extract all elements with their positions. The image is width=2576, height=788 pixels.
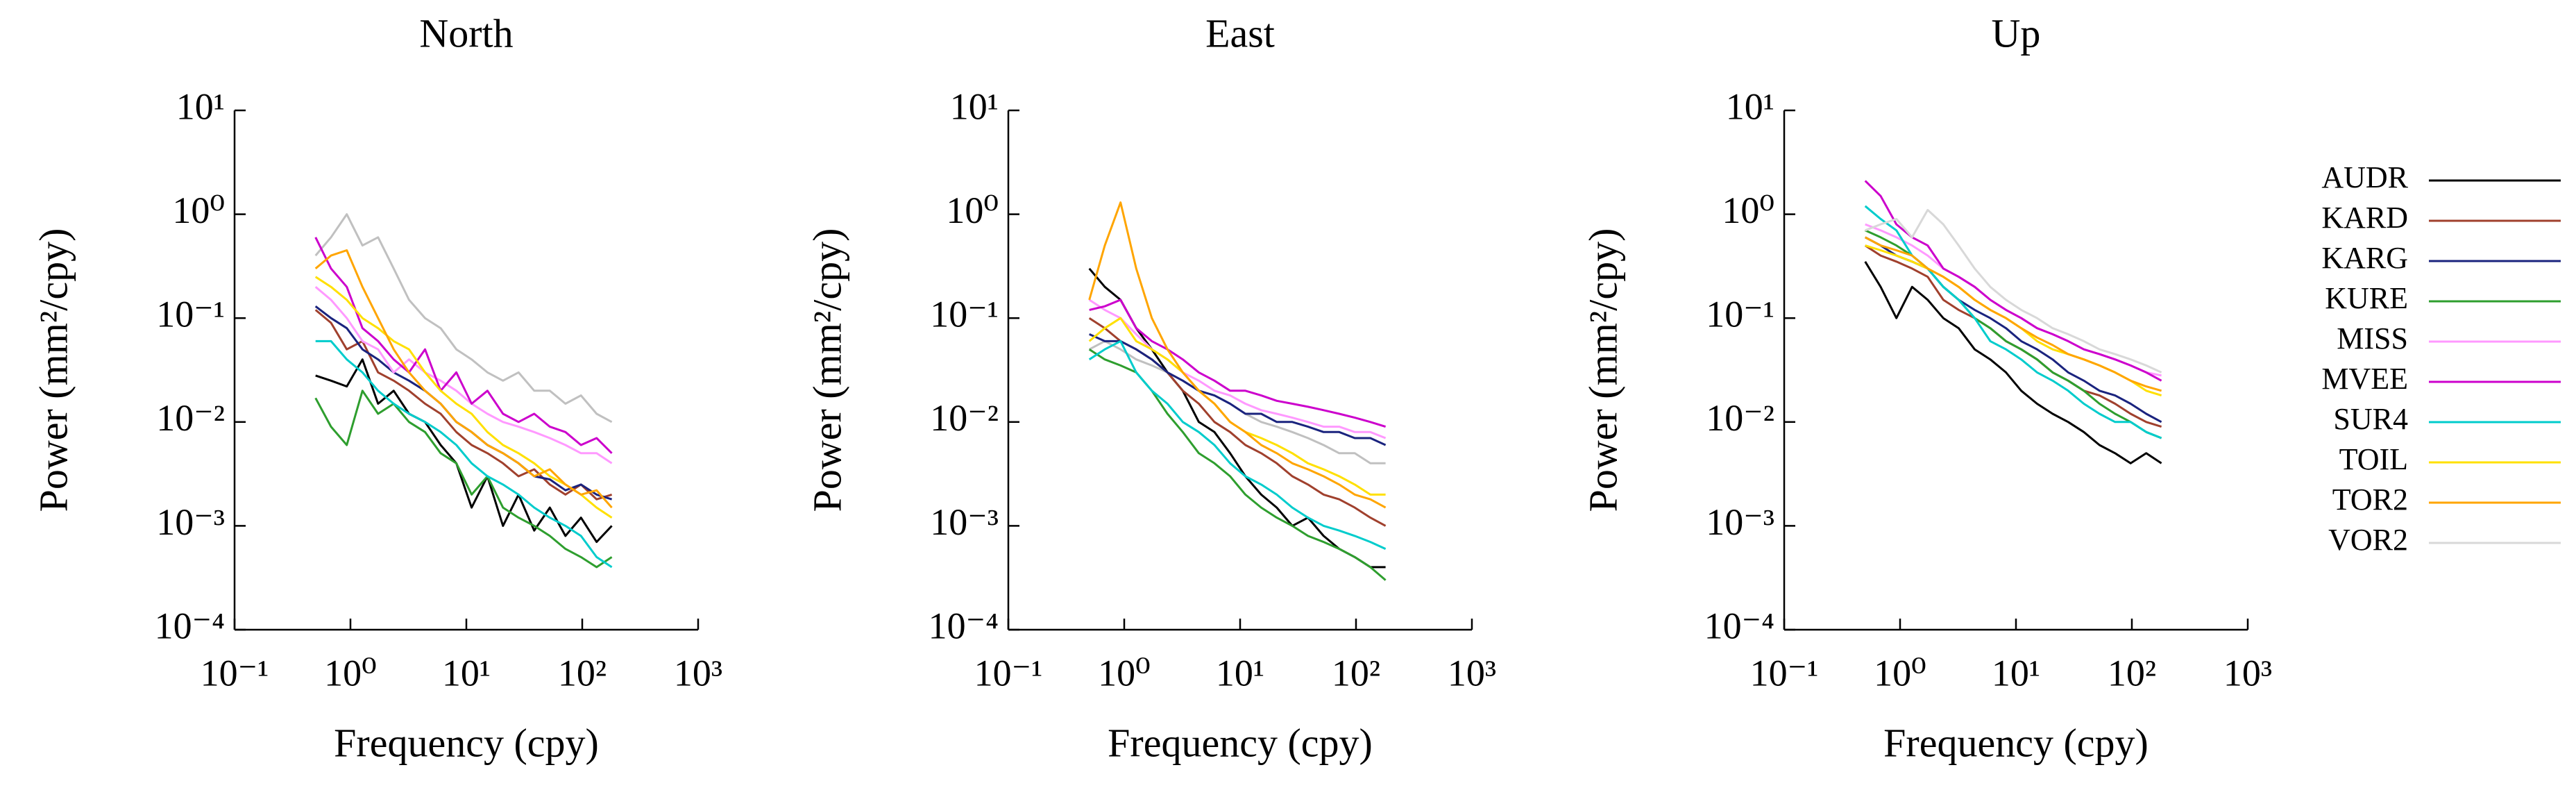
legend-label: AUDR (2321, 160, 2408, 194)
legend-label: TOIL (2339, 442, 2408, 476)
x-tick-label: 10⁻¹ (1750, 652, 1819, 694)
x-tick-label: 10² (2108, 652, 2156, 694)
x-axis-label: Frequency (cpy) (1108, 720, 1373, 765)
y-tick-label: 10⁰ (946, 190, 999, 231)
series-line (1864, 180, 2162, 382)
x-tick-label: 10⁻¹ (201, 652, 269, 694)
y-tick-label: 10⁻² (156, 397, 225, 439)
x-tick-label: 10³ (2223, 652, 2272, 694)
x-tick-label: 10³ (674, 652, 722, 694)
x-tick-label: 10² (1332, 652, 1380, 694)
x-tick-label: 10³ (1448, 652, 1496, 694)
series-line (1865, 223, 2162, 377)
x-tick-label: 10⁰ (1874, 652, 1926, 694)
y-tick-label: 10⁻¹ (1706, 294, 1774, 335)
y-tick-label: 10⁻¹ (156, 294, 225, 335)
legend-label: KURE (2325, 281, 2408, 315)
legend-label: SUR4 (2333, 402, 2408, 436)
chart-title: North (419, 10, 513, 56)
chart-title: East (1205, 10, 1275, 56)
series-line (314, 237, 613, 454)
series-line (1088, 339, 1386, 464)
x-axis-label: Frequency (cpy) (334, 720, 599, 765)
y-tick-label: 10¹ (1726, 85, 1774, 127)
series-line (314, 389, 613, 569)
y-tick-label: 10⁻² (1706, 397, 1774, 439)
y-tick-label: 10⁰ (1722, 190, 1774, 231)
y-tick-label: 10⁻¹ (930, 294, 999, 335)
series-line (314, 249, 613, 509)
y-tick-label: 10⁻⁴ (155, 605, 225, 646)
y-tick-label: 10⁻⁴ (1704, 605, 1774, 646)
y-axis-label: Power (mm²/cpy) (1580, 228, 1625, 512)
series-line (1088, 317, 1387, 527)
x-tick-label: 10¹ (1216, 652, 1264, 694)
series-line (1088, 201, 1387, 509)
series-line (1864, 236, 2162, 392)
y-tick-label: 10⁻³ (930, 501, 999, 543)
y-tick-label: 10¹ (950, 85, 999, 127)
series-line (1088, 317, 1386, 496)
x-axis-label: Frequency (cpy) (1883, 720, 2149, 765)
series-line (1089, 333, 1387, 446)
legend-label: VOR2 (2328, 523, 2408, 557)
series-line (314, 213, 613, 424)
x-tick-label: 10⁰ (1098, 652, 1151, 694)
chart-title: Up (1992, 10, 2041, 56)
y-tick-label: 10¹ (176, 85, 225, 127)
x-tick-label: 10⁰ (324, 652, 377, 694)
series-line (1864, 244, 2162, 428)
series-line (314, 286, 613, 464)
series-line (1088, 267, 1386, 569)
legend-label: MISS (2337, 321, 2408, 355)
x-tick-label: 10² (558, 652, 607, 694)
series-line (1088, 299, 1387, 439)
y-tick-label: 10⁻³ (1706, 501, 1774, 543)
y-axis-label: Power (mm²/cpy) (31, 228, 76, 512)
y-tick-label: 10⁻⁴ (929, 605, 999, 646)
y-tick-label: 10⁻² (930, 397, 999, 439)
series-line (1865, 208, 2162, 374)
y-tick-label: 10⁻³ (156, 501, 225, 543)
x-tick-label: 10¹ (1992, 652, 2040, 694)
y-axis-label: Power (mm²/cpy) (804, 228, 849, 512)
series-line (1864, 261, 2162, 464)
legend-label: TOR2 (2332, 483, 2408, 517)
series-line (1864, 236, 2162, 424)
series-line (315, 339, 613, 569)
series-line (314, 309, 613, 501)
legend-label: KARD (2321, 201, 2408, 235)
series-line (1089, 299, 1387, 428)
x-tick-label: 10⁻¹ (974, 652, 1043, 694)
series-line (1088, 339, 1387, 550)
series-line (315, 358, 613, 544)
y-tick-label: 10⁰ (172, 190, 225, 231)
x-tick-label: 10¹ (442, 652, 491, 694)
legend-label: MVEE (2321, 362, 2408, 396)
legend-label: KARG (2321, 241, 2408, 275)
